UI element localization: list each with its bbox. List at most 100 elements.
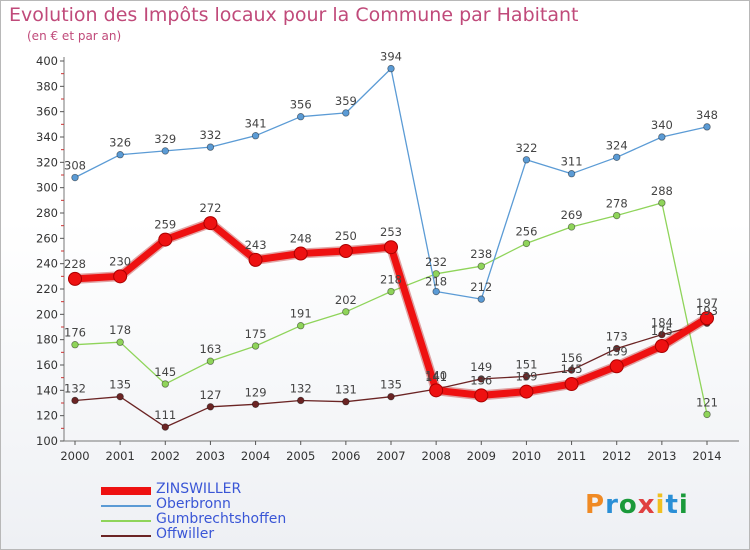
- legend-swatch: [101, 520, 151, 522]
- legend-swatch: [101, 535, 151, 537]
- series-line-oberbronn: [74, 67, 708, 300]
- data-label-zinswiller: 259: [154, 218, 176, 232]
- data-label-offwiller: 141: [425, 370, 447, 384]
- data-point-zinswiller: [68, 271, 82, 286]
- data-label-gumbrechtshoffen: 178: [109, 323, 131, 337]
- data-point-offwiller: [613, 344, 621, 353]
- data-point-oberbronn: [71, 173, 79, 182]
- data-point-gumbrechtshoffen: [297, 322, 305, 330]
- data-point-gumbrechtshoffen: [567, 223, 576, 231]
- data-point-offwiller: [206, 403, 215, 411]
- data-label-oberbronn: 326: [109, 136, 131, 150]
- data-label-zinswiller: 145: [561, 362, 583, 376]
- data-label-gumbrechtshoffen: 278: [606, 197, 628, 211]
- chart-axes: 100 120 140 160 180 200 220 240 260 280 300 320 340 3…: [36, 54, 739, 463]
- data-label-oberbronn: 308: [64, 159, 86, 173]
- data-point-zinswiller: [519, 384, 534, 399]
- data-label-zinswiller: 136: [470, 373, 492, 387]
- data-label-oberbronn: 359: [335, 94, 357, 108]
- data-label-zinswiller: 230: [109, 254, 131, 268]
- x-tick-label: 2010: [512, 449, 541, 463]
- data-point-offwiller: [251, 400, 260, 408]
- x-tick-label: 2002: [151, 449, 180, 463]
- y-tick-label: 200: [36, 307, 58, 321]
- logo-letter: o: [618, 490, 638, 520]
- data-label-gumbrechtshoffen: 202: [335, 293, 357, 307]
- data-label-gumbrechtshoffen: 256: [515, 224, 537, 238]
- data-label-oberbronn: 322: [515, 141, 537, 155]
- y-tick-label: 280: [36, 206, 58, 220]
- data-point-zinswiller: [338, 244, 353, 258]
- data-point-oberbronn: [251, 132, 260, 140]
- data-point-gumbrechtshoffen: [522, 239, 531, 248]
- data-label-oberbronn: 324: [606, 138, 628, 152]
- data-point-zinswiller: [203, 216, 218, 231]
- logo-letter: i: [678, 490, 689, 520]
- chart-title: Evolution des Impôts locaux pour la Comm…: [9, 4, 579, 26]
- legend-swatch: [101, 487, 151, 495]
- data-label-zinswiller: 253: [380, 225, 402, 239]
- data-point-gumbrechtshoffen: [387, 287, 395, 296]
- legend-label: ZINSWILLER: [156, 481, 242, 497]
- data-label-oberbronn: 332: [199, 128, 221, 142]
- data-point-offwiller: [477, 375, 485, 383]
- data-label-gumbrechtshoffen: 269: [561, 208, 583, 222]
- data-point-offwiller: [567, 366, 576, 374]
- series-layer: [68, 64, 714, 431]
- data-point-oberbronn: [116, 151, 124, 159]
- x-tick-label: 2011: [557, 449, 586, 463]
- data-label-oberbronn: 218: [425, 275, 447, 289]
- y-tick-label: 300: [36, 181, 58, 195]
- y-tick-label: 320: [36, 155, 58, 169]
- x-tick-label: 2005: [286, 449, 315, 463]
- y-tick-label: 400: [36, 54, 58, 68]
- data-point-offwiller: [116, 392, 124, 401]
- data-point-zinswiller: [248, 252, 263, 267]
- data-point-zinswiller: [654, 339, 669, 353]
- data-label-offwiller: 132: [64, 381, 86, 395]
- data-point-zinswiller: [700, 311, 714, 326]
- data-label-zinswiller: 243: [245, 238, 267, 252]
- data-point-zinswiller: [564, 377, 579, 391]
- data-point-zinswiller: [429, 383, 444, 398]
- logo-letter: x: [637, 490, 656, 520]
- data-point-oberbronn: [477, 295, 485, 303]
- data-label-gumbrechtshoffen: 232: [425, 255, 447, 269]
- logo-letter: P: [585, 490, 606, 520]
- y-tick-label: 100: [36, 434, 58, 448]
- logo-letter: i: [655, 490, 666, 520]
- data-point-oberbronn: [613, 153, 621, 161]
- x-tick-label: 2012: [602, 449, 631, 463]
- data-label-gumbrechtshoffen: 175: [245, 327, 267, 341]
- data-point-gumbrechtshoffen: [477, 262, 485, 270]
- data-point-gumbrechtshoffen: [71, 341, 79, 349]
- data-label-zinswiller: 197: [696, 296, 718, 310]
- legend-label: Offwiller: [156, 526, 215, 542]
- data-point-oberbronn: [206, 143, 215, 151]
- logo-letter: r: [605, 490, 619, 520]
- data-point-gumbrechtshoffen: [116, 338, 124, 346]
- data-point-gumbrechtshoffen: [342, 308, 350, 316]
- data-point-offwiller: [297, 396, 305, 405]
- data-point-offwiller: [522, 372, 531, 381]
- data-point-gumbrechtshoffen: [251, 342, 260, 350]
- x-tick-label: 2003: [196, 449, 225, 463]
- data-label-gumbrechtshoffen: 145: [154, 365, 176, 379]
- data-label-offwiller: 184: [651, 316, 673, 330]
- data-point-offwiller: [387, 392, 395, 401]
- data-label-offwiller: 129: [245, 385, 267, 399]
- data-label-zinswiller: 175: [651, 324, 673, 338]
- y-tick-label: 220: [36, 282, 58, 296]
- data-label-offwiller: 132: [290, 381, 312, 395]
- data-point-oberbronn: [161, 147, 169, 155]
- data-label-oberbronn: 356: [290, 98, 312, 112]
- y-tick-label: 160: [36, 358, 58, 372]
- data-label-offwiller: 111: [154, 408, 176, 422]
- data-label-zinswiller: 250: [335, 229, 357, 243]
- data-label-gumbrechtshoffen: 121: [696, 395, 718, 409]
- data-point-oberbronn: [567, 170, 576, 178]
- data-label-offwiller: 131: [335, 383, 357, 397]
